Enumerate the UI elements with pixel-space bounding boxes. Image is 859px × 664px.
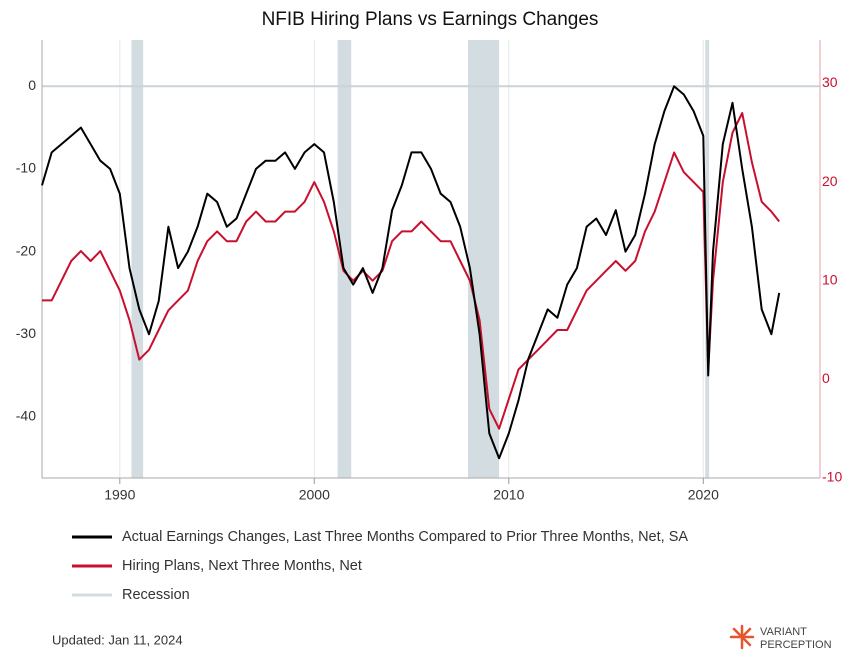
footer: Updated: Jan 11, 2024	[52, 632, 183, 647]
series-line	[42, 112, 780, 430]
chart-title: NFIB Hiring Plans vs Earnings Changes	[262, 9, 599, 30]
brand-logo	[729, 624, 755, 650]
legend-label: Actual Earnings Changes, Last Three Mont…	[122, 529, 688, 545]
x-tick-label: 2020	[688, 487, 719, 503]
recession-band	[467, 40, 500, 478]
series-line	[41, 85, 781, 460]
recession-band	[705, 40, 710, 478]
brand-text: VARIANT	[760, 626, 807, 638]
x-tick-label: 1990	[104, 487, 135, 503]
y-tick-label: -20	[16, 242, 36, 258]
y2-tick-label: 0	[822, 370, 830, 386]
y-tick-label: 0	[28, 77, 36, 93]
y2-tick-label: 20	[822, 173, 838, 189]
legend-label: Hiring Plans, Next Three Months, Net	[122, 558, 362, 574]
y2-tick-label: 10	[822, 271, 838, 287]
recession-band	[337, 40, 352, 478]
y2-tick-label: 30	[822, 74, 838, 90]
recession-band	[131, 40, 144, 478]
y2-tick-label: -10	[822, 469, 842, 485]
y-tick-label: -30	[16, 325, 36, 341]
y-tick-label: -40	[16, 408, 36, 424]
brand-text: PERCEPTION	[760, 639, 832, 651]
x-tick-label: 2010	[493, 487, 524, 503]
x-tick-label: 2000	[299, 487, 330, 503]
y-tick-label: -10	[16, 160, 36, 176]
legend-label: Recession	[122, 587, 190, 603]
